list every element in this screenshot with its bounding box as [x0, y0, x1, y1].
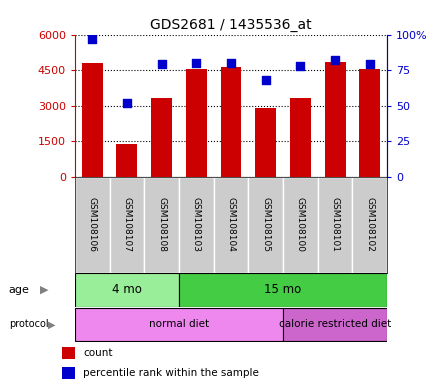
Text: GSM108108: GSM108108 [157, 197, 166, 252]
FancyBboxPatch shape [144, 177, 179, 273]
Text: GSM108103: GSM108103 [192, 197, 201, 252]
Text: 4 mo: 4 mo [112, 283, 142, 296]
Text: percentile rank within the sample: percentile rank within the sample [84, 368, 259, 378]
Text: normal diet: normal diet [149, 319, 209, 329]
Bar [117, 144, 137, 177]
Text: GSM108101: GSM108101 [330, 197, 340, 252]
Bar [62, 347, 76, 359]
Point [227, 60, 235, 66]
Text: GSM108102: GSM108102 [365, 197, 374, 252]
Point [158, 61, 165, 68]
Text: ▶: ▶ [48, 319, 56, 329]
Text: age: age [9, 285, 29, 295]
Point [123, 100, 130, 106]
FancyBboxPatch shape [283, 308, 387, 341]
Text: protocol: protocol [9, 319, 48, 329]
Bar [325, 62, 345, 177]
Text: calorie restricted diet: calorie restricted diet [279, 319, 391, 329]
Point [193, 60, 200, 66]
Text: GSM108107: GSM108107 [122, 197, 132, 252]
Text: ▶: ▶ [40, 285, 48, 295]
Point [297, 63, 304, 69]
Bar [290, 98, 311, 177]
FancyBboxPatch shape [179, 177, 214, 273]
Text: 15 mo: 15 mo [264, 283, 302, 296]
Bar [186, 69, 207, 177]
FancyBboxPatch shape [214, 177, 248, 273]
FancyBboxPatch shape [75, 308, 283, 341]
FancyBboxPatch shape [283, 177, 318, 273]
FancyBboxPatch shape [179, 273, 387, 306]
Text: GSM108100: GSM108100 [296, 197, 305, 252]
Bar [82, 63, 103, 177]
Point [332, 57, 339, 63]
Text: GSM108105: GSM108105 [261, 197, 270, 252]
Text: GSM108104: GSM108104 [227, 197, 235, 252]
Title: GDS2681 / 1435536_at: GDS2681 / 1435536_at [150, 18, 312, 32]
FancyBboxPatch shape [75, 177, 110, 273]
Text: GSM108106: GSM108106 [88, 197, 97, 252]
Bar [220, 67, 242, 177]
Point [88, 36, 95, 42]
FancyBboxPatch shape [248, 177, 283, 273]
FancyBboxPatch shape [75, 273, 179, 306]
Text: count: count [84, 348, 113, 358]
Point [262, 77, 269, 83]
FancyBboxPatch shape [110, 177, 144, 273]
FancyBboxPatch shape [318, 177, 352, 273]
Bar [359, 70, 380, 177]
Bar [151, 99, 172, 177]
Bar [255, 108, 276, 177]
FancyBboxPatch shape [352, 177, 387, 273]
Point [367, 61, 374, 68]
Bar [62, 367, 76, 379]
